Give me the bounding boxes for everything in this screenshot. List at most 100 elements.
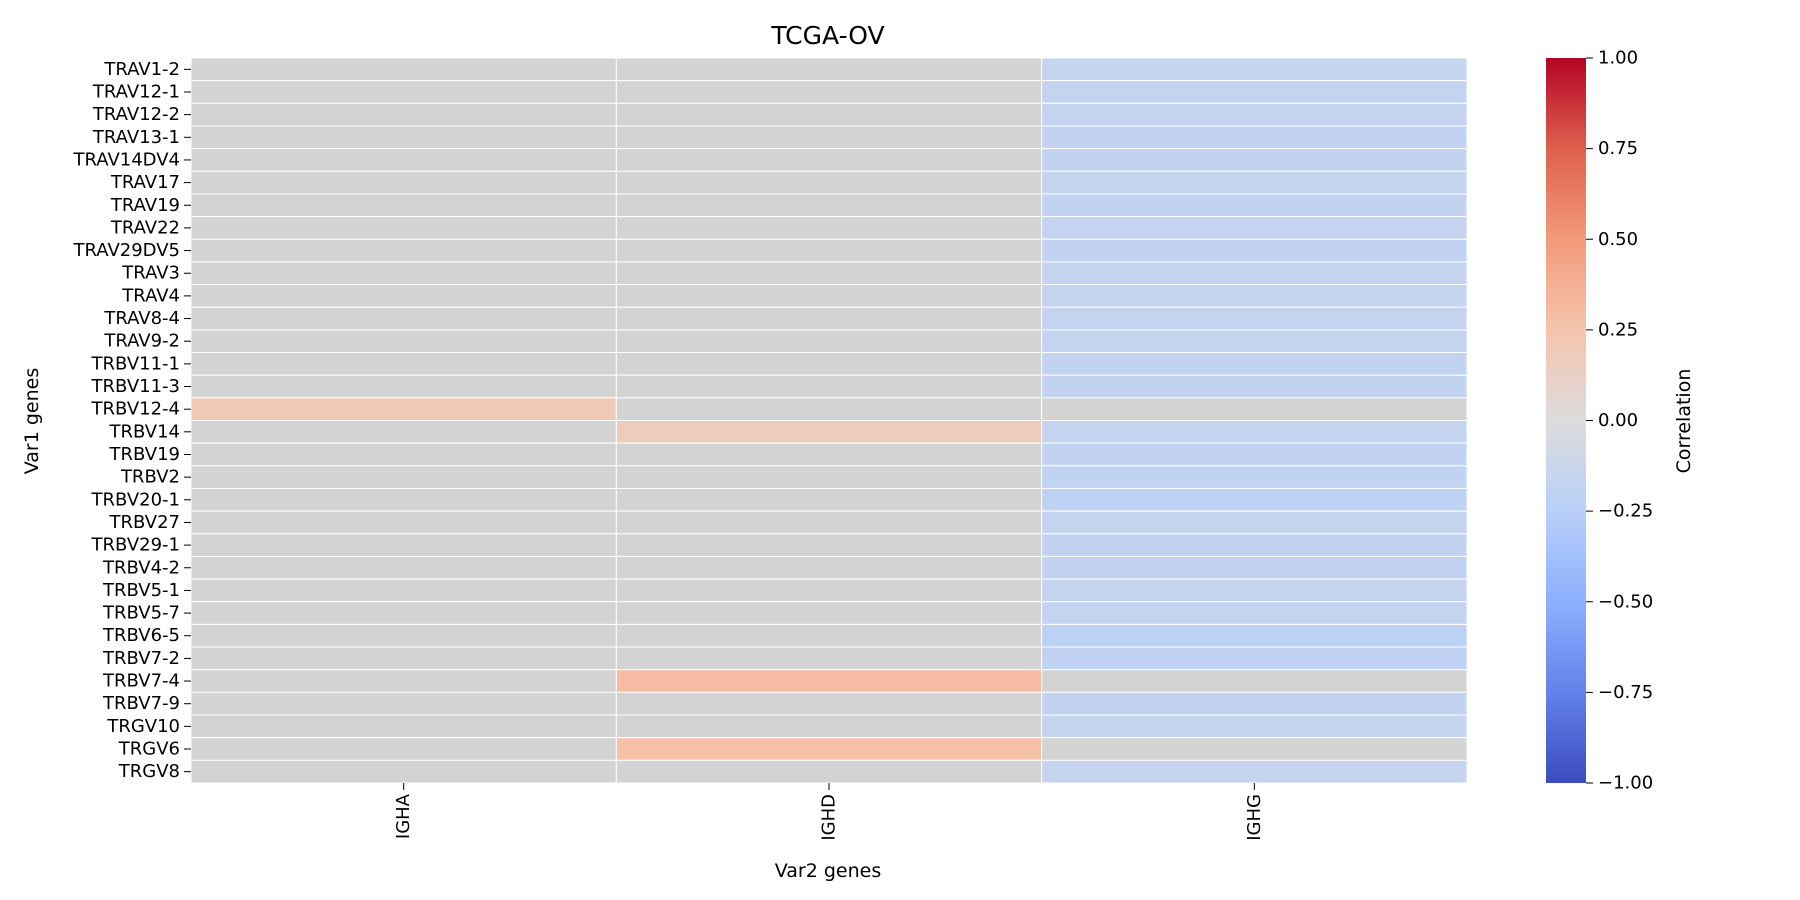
heatmap-cell-TRBV4-2-IGHA bbox=[190, 555, 617, 580]
heatmap-cell-TRAV14DV4-IGHA bbox=[190, 148, 617, 172]
y-tick-label: TRBV7-2 bbox=[102, 648, 180, 669]
y-tick-label: TRAV19 bbox=[110, 195, 180, 216]
y-tick-label: TRBV11-3 bbox=[91, 376, 180, 397]
heatmap-cell-TRBV14-IGHG bbox=[1041, 420, 1468, 444]
y-tick-label: TRAV17 bbox=[110, 172, 180, 193]
heatmap-cell-TRBV7-2-IGHD bbox=[615, 646, 1043, 671]
y-tick-label: TRBV7-9 bbox=[102, 693, 180, 714]
heatmap-cell-TRBV4-2-IGHG bbox=[1041, 555, 1468, 580]
colorbar-tick-label: −0.75 bbox=[1598, 682, 1653, 703]
y-tick-label: TRAV22 bbox=[110, 217, 180, 238]
heatmap-cell-TRAV17-IGHD bbox=[615, 170, 1043, 195]
heatmap-cell-TRAV22-IGHG bbox=[1041, 216, 1468, 240]
colorbar-tick-label: 0.50 bbox=[1598, 229, 1638, 250]
heatmap-cell-TRGV6-IGHG bbox=[1041, 737, 1468, 761]
heatmap-cell-TRBV5-7-IGHD bbox=[615, 601, 1043, 625]
heatmap-cell-TRBV27-IGHA bbox=[190, 510, 617, 535]
heatmap-cell-TRAV13-1-IGHG bbox=[1041, 125, 1468, 150]
heatmap-cell-TRGV6-IGHA bbox=[190, 737, 617, 761]
heatmap-cell-TRBV12-4-IGHD bbox=[615, 397, 1043, 421]
heatmap-cell-TRBV11-1-IGHD bbox=[615, 352, 1043, 376]
heatmap-cell-TRBV29-1-IGHG bbox=[1041, 533, 1468, 557]
heatmap-cell-TRBV20-1-IGHD bbox=[615, 487, 1043, 512]
heatmap-cell-TRAV29DV5-IGHA bbox=[190, 238, 617, 263]
heatmap-cell-TRAV1-2-IGHG bbox=[1041, 57, 1468, 82]
heatmap-cell-TRBV12-4-IGHG bbox=[1041, 397, 1468, 421]
y-tick-label: TRBV14 bbox=[108, 421, 180, 442]
heatmap-cell-TRBV7-2-IGHA bbox=[190, 646, 617, 671]
heatmap-cell-TRGV8-IGHD bbox=[615, 759, 1043, 784]
heatmap-cell-TRBV11-1-IGHA bbox=[190, 352, 617, 376]
heatmap-cell-TRAV19-IGHA bbox=[190, 193, 617, 218]
chart-title: TCGA-OV bbox=[770, 21, 884, 50]
heatmap-cell-TRBV6-5-IGHD bbox=[615, 623, 1043, 648]
heatmap-cell-TRBV7-4-IGHG bbox=[1041, 669, 1468, 693]
x-tick-label: IGHG bbox=[1244, 794, 1265, 841]
heatmap-cell-TRAV12-2-IGHA bbox=[190, 102, 617, 127]
y-tick-label: TRBV19 bbox=[108, 444, 180, 465]
heatmap-cell-TRBV29-1-IGHA bbox=[190, 533, 617, 557]
heatmap-cell-TRBV11-1-IGHG bbox=[1041, 352, 1468, 376]
colorbar-tick-label: −0.50 bbox=[1598, 591, 1653, 612]
heatmap-cell-TRAV1-2-IGHD bbox=[615, 57, 1043, 82]
y-tick-label: TRGV8 bbox=[118, 761, 180, 782]
heatmap-cell-TRBV7-9-IGHG bbox=[1041, 691, 1468, 716]
heatmap-cell-TRBV5-7-IGHG bbox=[1041, 601, 1468, 625]
heatmap-cell-TRBV14-IGHA bbox=[190, 420, 617, 444]
heatmap-cell-TRAV12-1-IGHA bbox=[190, 80, 617, 104]
heatmap-cell-TRBV5-1-IGHA bbox=[190, 578, 617, 603]
heatmap-cell-TRAV8-4-IGHA bbox=[190, 306, 617, 331]
heatmap-cell-TRAV22-IGHD bbox=[615, 216, 1043, 240]
heatmap-cell-TRGV10-IGHA bbox=[190, 714, 617, 739]
heatmap-cell-TRAV9-2-IGHA bbox=[190, 329, 617, 354]
y-tick-label: TRBV7-4 bbox=[102, 671, 180, 692]
colorbar-ticks: 1.00 0.75 0.50 0.25 0.00 −0.25 −0.50 −0.75 −1.00 bbox=[1586, 48, 1653, 794]
y-axis-ticks: TRAV1-2TRAV12-1TRAV12-2TRAV13-1TRAV14DV4… bbox=[73, 59, 191, 782]
colorbar-tick-label: 1.00 bbox=[1598, 48, 1638, 69]
heatmap-cell-TRBV2-IGHA bbox=[190, 465, 617, 489]
y-tick-label: TRBV12-4 bbox=[91, 399, 180, 420]
y-tick-label: TRGV6 bbox=[118, 739, 180, 760]
heatmap-cell-TRAV19-IGHG bbox=[1041, 193, 1468, 218]
y-tick-label: TRAV1-2 bbox=[103, 59, 180, 80]
y-tick-label: TRBV20-1 bbox=[91, 489, 180, 510]
heatmap-cell-TRAV29DV5-IGHD bbox=[615, 238, 1043, 263]
heatmap-cell-TRAV1-2-IGHA bbox=[190, 57, 617, 82]
colorbar-tick-label: −0.25 bbox=[1598, 501, 1653, 522]
heatmap-cell-TRAV4-IGHA bbox=[190, 284, 617, 308]
y-tick-label: TRBV29-1 bbox=[91, 535, 180, 556]
heatmap-cell-TRBV14-IGHD bbox=[615, 420, 1043, 444]
y-tick-label: TRAV4 bbox=[121, 285, 180, 306]
heatmap-cell-TRBV11-3-IGHA bbox=[190, 374, 617, 399]
heatmap-cell-TRAV22-IGHA bbox=[190, 216, 617, 240]
y-tick-label: TRAV14DV4 bbox=[73, 149, 180, 170]
y-tick-label: TRAV29DV5 bbox=[73, 240, 180, 261]
heatmap-cell-TRBV4-2-IGHD bbox=[615, 555, 1043, 580]
y-tick-label: TRAV8-4 bbox=[103, 308, 180, 329]
colorbar-tick-label: −1.00 bbox=[1598, 773, 1653, 794]
heatmap-cell-TRAV4-IGHG bbox=[1041, 284, 1468, 308]
y-tick-label: TRAV12-1 bbox=[92, 81, 180, 102]
y-tick-label: TRAV9-2 bbox=[103, 331, 180, 352]
heatmap-cell-TRBV19-IGHD bbox=[615, 442, 1043, 467]
x-tick-label: IGHD bbox=[819, 794, 840, 841]
heatmap-cell-TRAV13-1-IGHD bbox=[615, 125, 1043, 150]
heatmap-cell-TRBV11-3-IGHG bbox=[1041, 374, 1468, 399]
heatmap-cell-TRAV3-IGHG bbox=[1041, 261, 1468, 286]
heatmap-cell-TRAV14DV4-IGHG bbox=[1041, 148, 1468, 172]
colorbar-tick-label: 0.25 bbox=[1598, 319, 1638, 340]
heatmap-cell-TRAV19-IGHD bbox=[615, 193, 1043, 218]
y-tick-label: TRBV2 bbox=[120, 467, 180, 488]
heatmap-cell-TRAV8-4-IGHG bbox=[1041, 306, 1468, 331]
heatmap-cell-TRBV27-IGHD bbox=[615, 510, 1043, 535]
heatmap-cell-TRAV8-4-IGHD bbox=[615, 306, 1043, 331]
heatmap-cell-TRBV12-4-IGHA bbox=[190, 397, 617, 421]
heatmap-cell-TRBV7-9-IGHD bbox=[615, 691, 1043, 716]
y-tick-label: TRAV13-1 bbox=[92, 127, 180, 148]
heatmap-cell-TRBV20-1-IGHA bbox=[190, 487, 617, 512]
heatmap-cell-TRBV7-4-IGHD bbox=[615, 669, 1043, 693]
heatmap-cell-TRBV6-5-IGHG bbox=[1041, 623, 1468, 648]
x-axis-ticks: IGHA IGHD IGHG bbox=[393, 783, 1265, 841]
colorbar: 1.00 0.75 0.50 0.25 0.00 −0.25 −0.50 −0.75 −1.00… bbox=[1546, 48, 1695, 794]
y-tick-label: TRBV5-7 bbox=[102, 603, 180, 624]
